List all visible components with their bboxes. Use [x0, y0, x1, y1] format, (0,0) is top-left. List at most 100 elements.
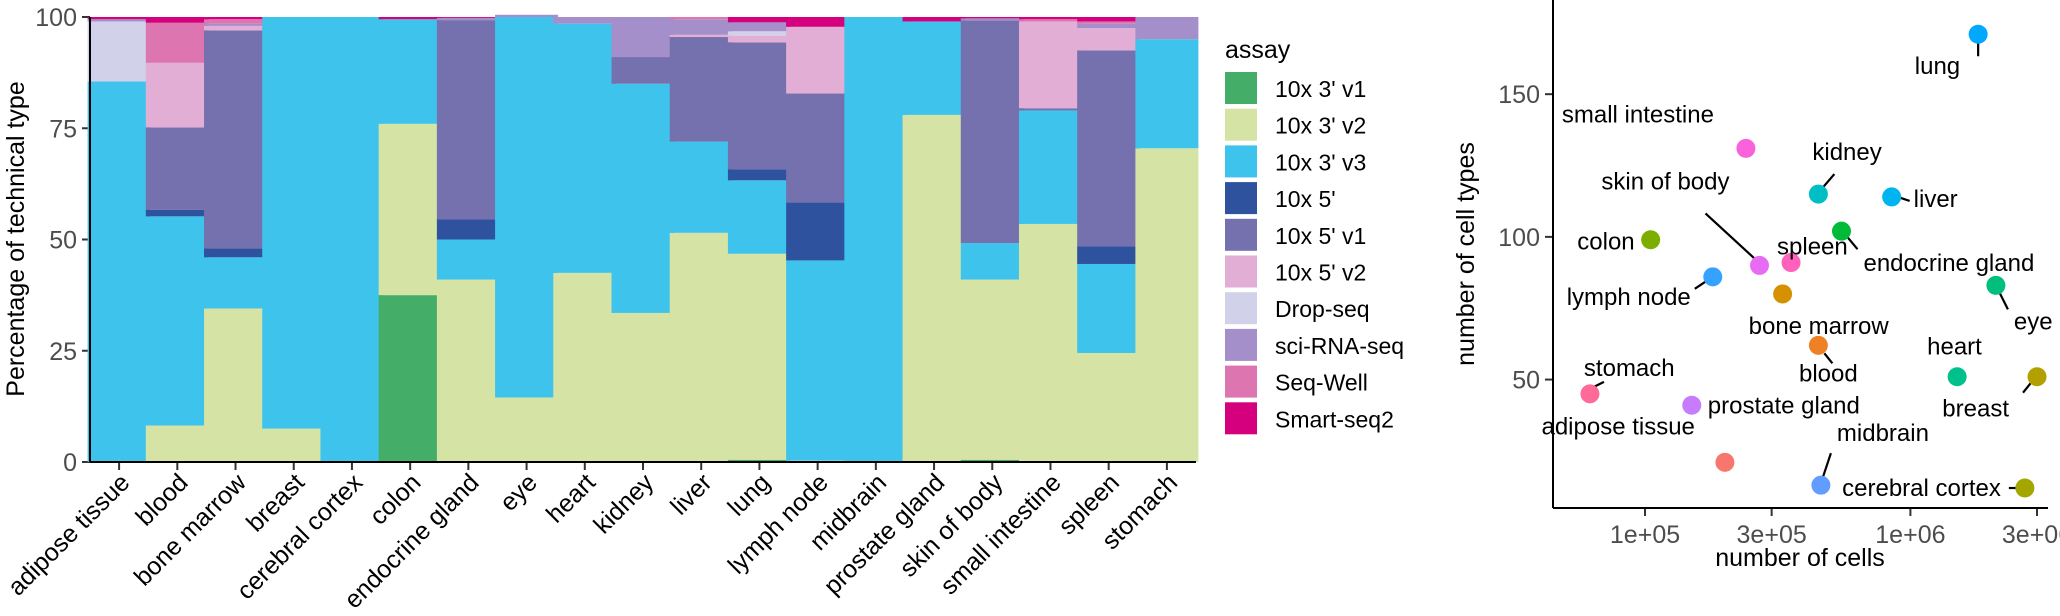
legend-label: 10x 3' v2: [1275, 113, 1366, 139]
point-prostate-gland: [1682, 395, 1702, 415]
bar-y-tick-label: 0: [63, 449, 77, 477]
bar-lymph-node-smart-seq2: [786, 17, 850, 27]
bar-small-intestine-10x-5-v2: [1018, 21, 1082, 109]
bar-endocrine-gland-10x-3-v2: [436, 279, 500, 462]
leader-line-lymph-node: [1694, 279, 1708, 290]
bar-spleen-10x-3-v2: [1077, 352, 1141, 462]
bar-bone-marrow-smart-seq2: [204, 17, 268, 20]
bar-cerebral-cortex-10x-3-v3: [320, 17, 384, 462]
bar-endocrine-gland-10x-5: [436, 219, 500, 240]
leader-line-midbrain: [1821, 452, 1832, 478]
scatter-y-tick-label: 150: [1498, 81, 1540, 109]
bar-liver-10x-3-v2: [669, 232, 733, 462]
scatter-y-axis-title: number of cell types: [1452, 142, 1480, 366]
scatter-points: adipose tissue blood bone marrow breast cere…: [1541, 24, 2053, 502]
bar-kidney-10x-3-v3: [611, 83, 675, 313]
bar-lung-drop-seq: [727, 31, 791, 36]
bar-colon-10x-3-v3: [378, 19, 442, 124]
bar-breast-10x-3-v2: [262, 428, 326, 462]
point-label: liver: [1914, 186, 1958, 213]
scatter-x-axis-title: number of cells: [1715, 544, 1885, 572]
bar-lung-10x-5: [727, 169, 791, 181]
bar-liver-seq-well: [669, 17, 733, 20]
scatter-chart: 50 100 150 1e+05 3e+05 1e+06 3e+06 adipose ti…: [1452, 0, 2060, 572]
point-label: colon: [1577, 229, 1634, 256]
point-label: stomach: [1584, 355, 1675, 382]
bar-colon-smart-seq2: [378, 17, 442, 20]
legend-swatch-10x-5: [1225, 182, 1257, 215]
bar-stomach-10x-3-v2: [1135, 148, 1199, 462]
point-label: breast: [1942, 396, 2009, 423]
scatter-x-tick-label: 1e+06: [1875, 521, 1945, 549]
bar-y-axis: 0 25 50 75 100: [35, 4, 90, 477]
bar-spleen-10x-3-v3: [1077, 263, 1141, 353]
leader-line-breast: [2022, 382, 2032, 394]
bar-spleen-10x-5-v2: [1077, 28, 1141, 51]
legend-swatch-seq-well: [1225, 365, 1257, 398]
point-endocrine-gland: [1831, 221, 1851, 241]
bar-bone-marrow-10x-3-v2: [204, 308, 268, 462]
bar-colon-10x-3-v2: [378, 123, 442, 296]
leader-line-blood: [1823, 352, 1834, 365]
bar-skin-of-body-10x-3-v3: [960, 243, 1024, 280]
bar-small-intestine-smart-seq2: [1018, 17, 1082, 20]
bar-bone-marrow-sci-rna-seq: [204, 23, 268, 26]
bar-heart-sci-rna-seq: [553, 17, 617, 24]
legend-label: Seq-Well: [1275, 370, 1368, 396]
scatter-y-tick-label: 50: [1512, 367, 1540, 395]
bar-lymph-node-10x-5: [786, 202, 850, 261]
bar-prostate-gland-10x-3-v2: [902, 114, 966, 463]
bar-eye-sci-rna-seq: [495, 14, 559, 17]
legend-label: 10x 5': [1275, 186, 1336, 212]
bar-midbrain-10x-3-v3: [844, 17, 908, 462]
point-eye: [1986, 275, 2006, 295]
legend-label: Smart-seq2: [1275, 406, 1394, 432]
bar-stomach-10x-3-v3: [1135, 39, 1199, 149]
bar-small-intestine-10x-3-v2: [1018, 223, 1082, 462]
point-label: blood: [1799, 360, 1858, 387]
leader-line-eye: [1998, 292, 2009, 310]
point-label: skin of body: [1601, 168, 1729, 195]
point-midbrain: [1811, 475, 1831, 495]
scatter-x-axis: 1e+05 3e+05 1e+06 3e+06: [1610, 508, 2060, 549]
bar-liver-10x-3-v3: [669, 141, 733, 233]
bar-small-intestine-seq-well: [1018, 19, 1082, 22]
bar-kidney-10x-3-v2: [611, 312, 675, 462]
bar-spleen-seq-well: [1077, 21, 1141, 24]
bar-colon-10x-3-v1: [378, 295, 442, 462]
legend-swatch-smart-seq2: [1225, 402, 1257, 435]
leader-line-skin-of-body: [1704, 212, 1757, 261]
point-label: kidney: [1812, 139, 1881, 166]
bar-spleen-10x-5: [1077, 246, 1141, 264]
scatter-x-tick-label: 3e+06: [2002, 521, 2060, 549]
bar-y-axis-title: Percentage of technical type: [2, 81, 30, 396]
bar-liver-10x-5-v1: [669, 37, 733, 142]
bar-prostate-gland-smart-seq2: [902, 17, 966, 22]
legend-label: 10x 5' v1: [1275, 223, 1366, 249]
bar-lung-10x-5-v2: [727, 35, 791, 43]
bar-endocrine-gland-sci-rna-seq: [436, 17, 500, 21]
point-stomach: [1580, 384, 1600, 404]
point-adipose-tissue: [1715, 452, 1735, 472]
point-heart: [1947, 367, 1967, 387]
bar-adipose-tissue-10x-3-v3: [87, 81, 151, 463]
bar-skin-of-body-10x-3-v1: [960, 459, 1024, 462]
bar-lung-10x-3-v3: [727, 180, 791, 254]
scatter-y-axis: 50 100 150: [1498, 81, 1553, 395]
bar-heart-10x-3-v2: [553, 272, 617, 462]
bar-lung-10x-3-v2: [727, 253, 791, 460]
bar-skin-of-body-sci-rna-seq: [960, 18, 1024, 21]
leader-line-endocrine-gland: [1846, 236, 1859, 250]
scatter-x-tick-label: 3e+05: [1737, 521, 1807, 549]
legend-swatch-drop-seq: [1225, 292, 1257, 325]
point-label: prostate gland: [1708, 392, 1860, 419]
point-label: midbrain: [1837, 420, 1929, 447]
bar-blood-10x-3-v3: [145, 216, 209, 426]
point-label: heart: [1927, 334, 1982, 361]
point-label: lymph node: [1567, 284, 1691, 311]
bar-bone-marrow-10x-5: [204, 248, 268, 258]
legend-swatch-10x-5-v1: [1225, 218, 1257, 251]
bar-liver-sci-rna-seq: [669, 19, 733, 35]
bar-lymph-node-10x-5-v2: [786, 26, 850, 94]
